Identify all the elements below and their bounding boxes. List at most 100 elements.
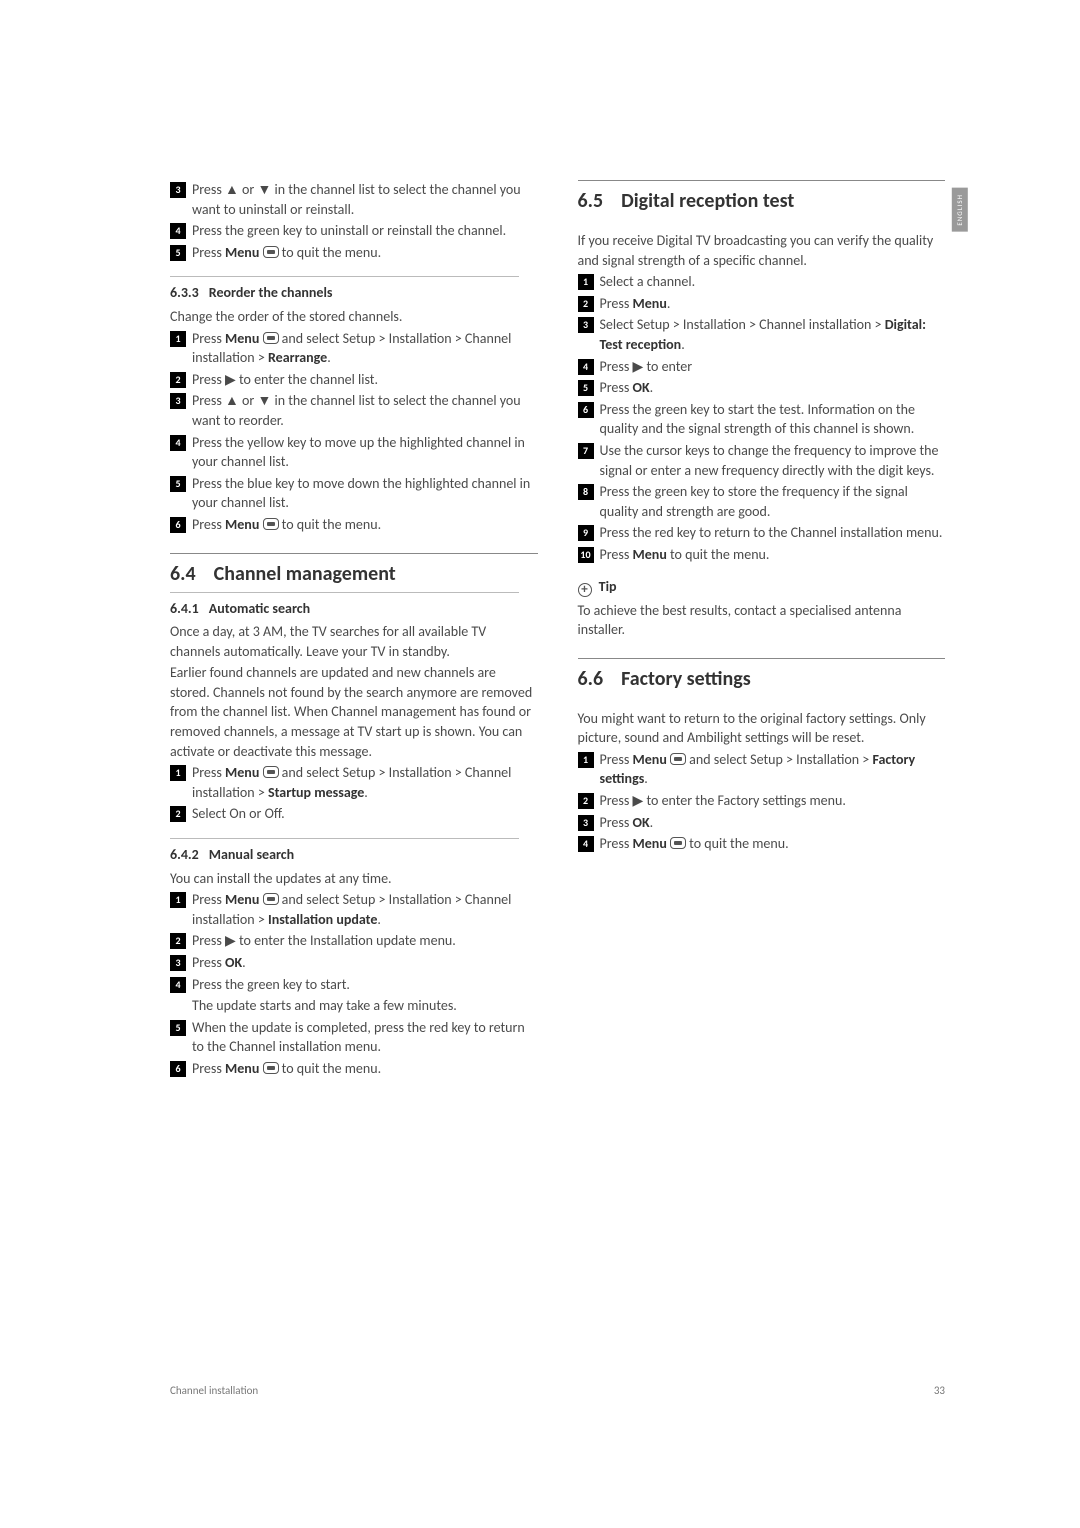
step: 4 Press the yellow key to move up the hig… [170, 433, 538, 472]
step: 6Press the green key to start the test. … [578, 400, 946, 439]
step-text: The update starts and may take a few min… [192, 996, 538, 1016]
bold-term: Menu [225, 891, 259, 908]
step-number: 8 [578, 484, 594, 500]
footer-title: Channel installation [170, 1383, 258, 1398]
step-text: Press OK. [600, 813, 946, 833]
right-column: 6.5Digital reception test If you receive… [578, 180, 946, 1081]
menu-icon [670, 837, 686, 849]
step-number: 10 [578, 547, 594, 563]
steps-641: 1Press Menu and select Setup > Installat… [170, 763, 538, 824]
step: 1 Press Menu and select Setup > Installat… [170, 890, 538, 929]
step: 5 Press Menu to quit the menu. [170, 243, 538, 263]
step: 1 Press Menu and select Setup > Installat… [578, 750, 946, 789]
step-text: Select On or Off. [192, 804, 538, 824]
step: 5Press the blue key to move down the hig… [170, 474, 538, 513]
step-number: 4 [170, 223, 186, 239]
step-text: Press Menu and select Setup > Installati… [600, 750, 946, 789]
step-text: Press Menu and select Setup > Installati… [192, 329, 538, 368]
step-text: Select Setup > Installation > Channel in… [600, 315, 946, 354]
step: 3Select Setup > Installation > Channel i… [578, 315, 946, 354]
step-number: 5 [170, 1020, 186, 1036]
menu-icon [263, 332, 279, 344]
step-number: 3 [170, 393, 186, 409]
step-number: 4 [578, 836, 594, 852]
left-column: 3 Press ▲ or ▼ in the channel list to sel… [170, 180, 538, 1081]
menu-icon [263, 518, 279, 530]
step-number: 7 [578, 443, 594, 459]
bold-term: Menu [225, 1060, 259, 1077]
step-text: Press the blue key to move down the high… [192, 474, 538, 513]
page-number: 33 [934, 1383, 945, 1398]
step-text: Press ▶ to enter the Factory settings me… [600, 791, 946, 811]
steps-633: 1Press Menu and select Setup > Installat… [170, 329, 538, 535]
step-text: Select a channel. [600, 272, 946, 292]
step: 2 Press ▶ to enter the Factory settings m… [578, 791, 946, 811]
step-number: 1 [578, 274, 594, 290]
page-footer: Channel installation 33 [170, 1383, 945, 1398]
step-number: 1 [170, 765, 186, 781]
intro-steps: 3 Press ▲ or ▼ in the channel list to sel… [170, 180, 538, 262]
step-text: Press the green key to uninstall or rein… [192, 221, 538, 241]
step: 4 Press the green key to uninstall or rei… [170, 221, 538, 241]
step-text: Press Menu and select Setup > Installati… [192, 890, 538, 929]
text: If you receive Digital TV broadcasting y… [578, 231, 946, 270]
step-number: 2 [578, 793, 594, 809]
step-number: 3 [578, 815, 594, 831]
text: You can install the updates at any time. [170, 869, 538, 889]
bold-term: Digital: Test reception [600, 316, 926, 353]
tip-text: To achieve the best results, contact a s… [578, 601, 946, 640]
step-number: 4 [170, 435, 186, 451]
step-text: Press Menu to quit the menu. [192, 243, 538, 263]
step: 5Press OK. [578, 378, 946, 398]
step-number: 2 [170, 806, 186, 822]
bold-term: Menu [225, 516, 259, 533]
step: 1 Select a channel. [578, 272, 946, 292]
step-text: Press the green key to start. [192, 975, 538, 995]
step-number: 5 [170, 245, 186, 261]
step: 6Press Menu to quit the menu. [170, 515, 538, 535]
steps-66: 1 Press Menu and select Setup > Installat… [578, 750, 946, 854]
heading-65: 6.5Digital reception test [578, 187, 946, 215]
step: 4Press ▶ to enter [578, 357, 946, 377]
text: Once a day, at 3 AM, the TV searches for… [170, 622, 538, 661]
heading-633: 6.3.3Reorder the channels [170, 283, 538, 303]
step-text: Press ▲ or ▼ in the channel list to sele… [192, 180, 538, 219]
step: 6 Press Menu to quit the menu. [170, 1059, 538, 1079]
step: 9Press the red key to return to the Chan… [578, 523, 946, 543]
bold-term: Menu [633, 751, 667, 768]
step-text: Use the cursor keys to change the freque… [600, 441, 946, 480]
step-text: When the update is completed, press the … [192, 1018, 538, 1057]
step: 5 When the update is completed, press the… [170, 1018, 538, 1057]
step-text: Press ▶ to enter the channel list. [192, 370, 538, 390]
step-number: 1 [578, 752, 594, 768]
text: Earlier found channels are updated and n… [170, 663, 538, 761]
step-text: Press Menu to quit the menu. [192, 1059, 538, 1079]
step: 8Press the green key to store the freque… [578, 482, 946, 521]
bold-term: Menu [225, 764, 259, 781]
bold-term: Menu [633, 546, 667, 563]
step-number: 1 [170, 892, 186, 908]
step-number: 3 [170, 182, 186, 198]
step: 3 Press OK. [170, 953, 538, 973]
heading-66: 6.6Factory settings [578, 665, 946, 693]
step-number: 4 [578, 359, 594, 375]
step: 3Press ▲ or ▼ in the channel list to sel… [170, 391, 538, 430]
step-text: Press OK. [600, 378, 946, 398]
step: 2Press ▶ to enter the channel list. [170, 370, 538, 390]
step-text: Press OK. [192, 953, 538, 973]
step-number: 6 [170, 1061, 186, 1077]
bold-term: Rearrange [268, 349, 327, 366]
step: The update starts and may take a few min… [170, 996, 538, 1016]
tip-heading: + Tip [578, 577, 946, 597]
step-text: Press Menu to quit the menu. [192, 515, 538, 535]
step-text: Press the yellow key to move up the high… [192, 433, 538, 472]
step-number: 9 [578, 525, 594, 541]
bold-term: Menu [633, 295, 667, 312]
step-number: 3 [170, 955, 186, 971]
step-number: 6 [578, 402, 594, 418]
heading-641: 6.4.1Automatic search [170, 599, 538, 619]
steps-642: 1 Press Menu and select Setup > Installat… [170, 890, 538, 1078]
step: 2 Select On or Off. [170, 804, 538, 824]
steps-65: 1Select a channel.2Press Menu.3Select Se… [578, 272, 946, 564]
step-text: Press Menu. [600, 294, 946, 314]
